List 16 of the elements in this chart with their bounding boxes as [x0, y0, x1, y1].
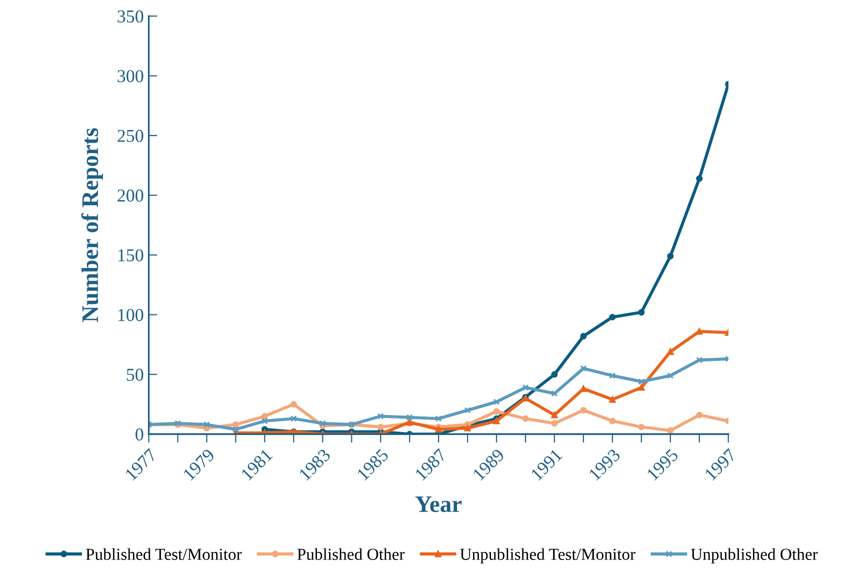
y-tick-label: 50: [126, 368, 144, 381]
y-tick-label: 150: [118, 249, 144, 262]
legend-label: Published Test/Monitor: [86, 548, 242, 560]
y-tick-label: 200: [118, 190, 144, 202]
y-tick-label: 250: [118, 130, 144, 142]
legend-label: Unpublished Test/Monitor: [460, 548, 636, 564]
legend-label: Published Other: [297, 548, 405, 560]
y-tick-label: 100: [118, 308, 144, 322]
y-tick-label: 350: [118, 10, 144, 23]
x-tick-label: 1991: [530, 448, 563, 481]
y-axis-title: Number of Reports: [81, 128, 103, 322]
legend-label: Unpublished Other: [690, 548, 818, 564]
x-tick-label: 1981: [240, 448, 273, 481]
y-tick-label: 0: [136, 428, 144, 441]
y-tick-label: 300: [118, 70, 144, 82]
x-axis-title: Year: [415, 496, 462, 512]
